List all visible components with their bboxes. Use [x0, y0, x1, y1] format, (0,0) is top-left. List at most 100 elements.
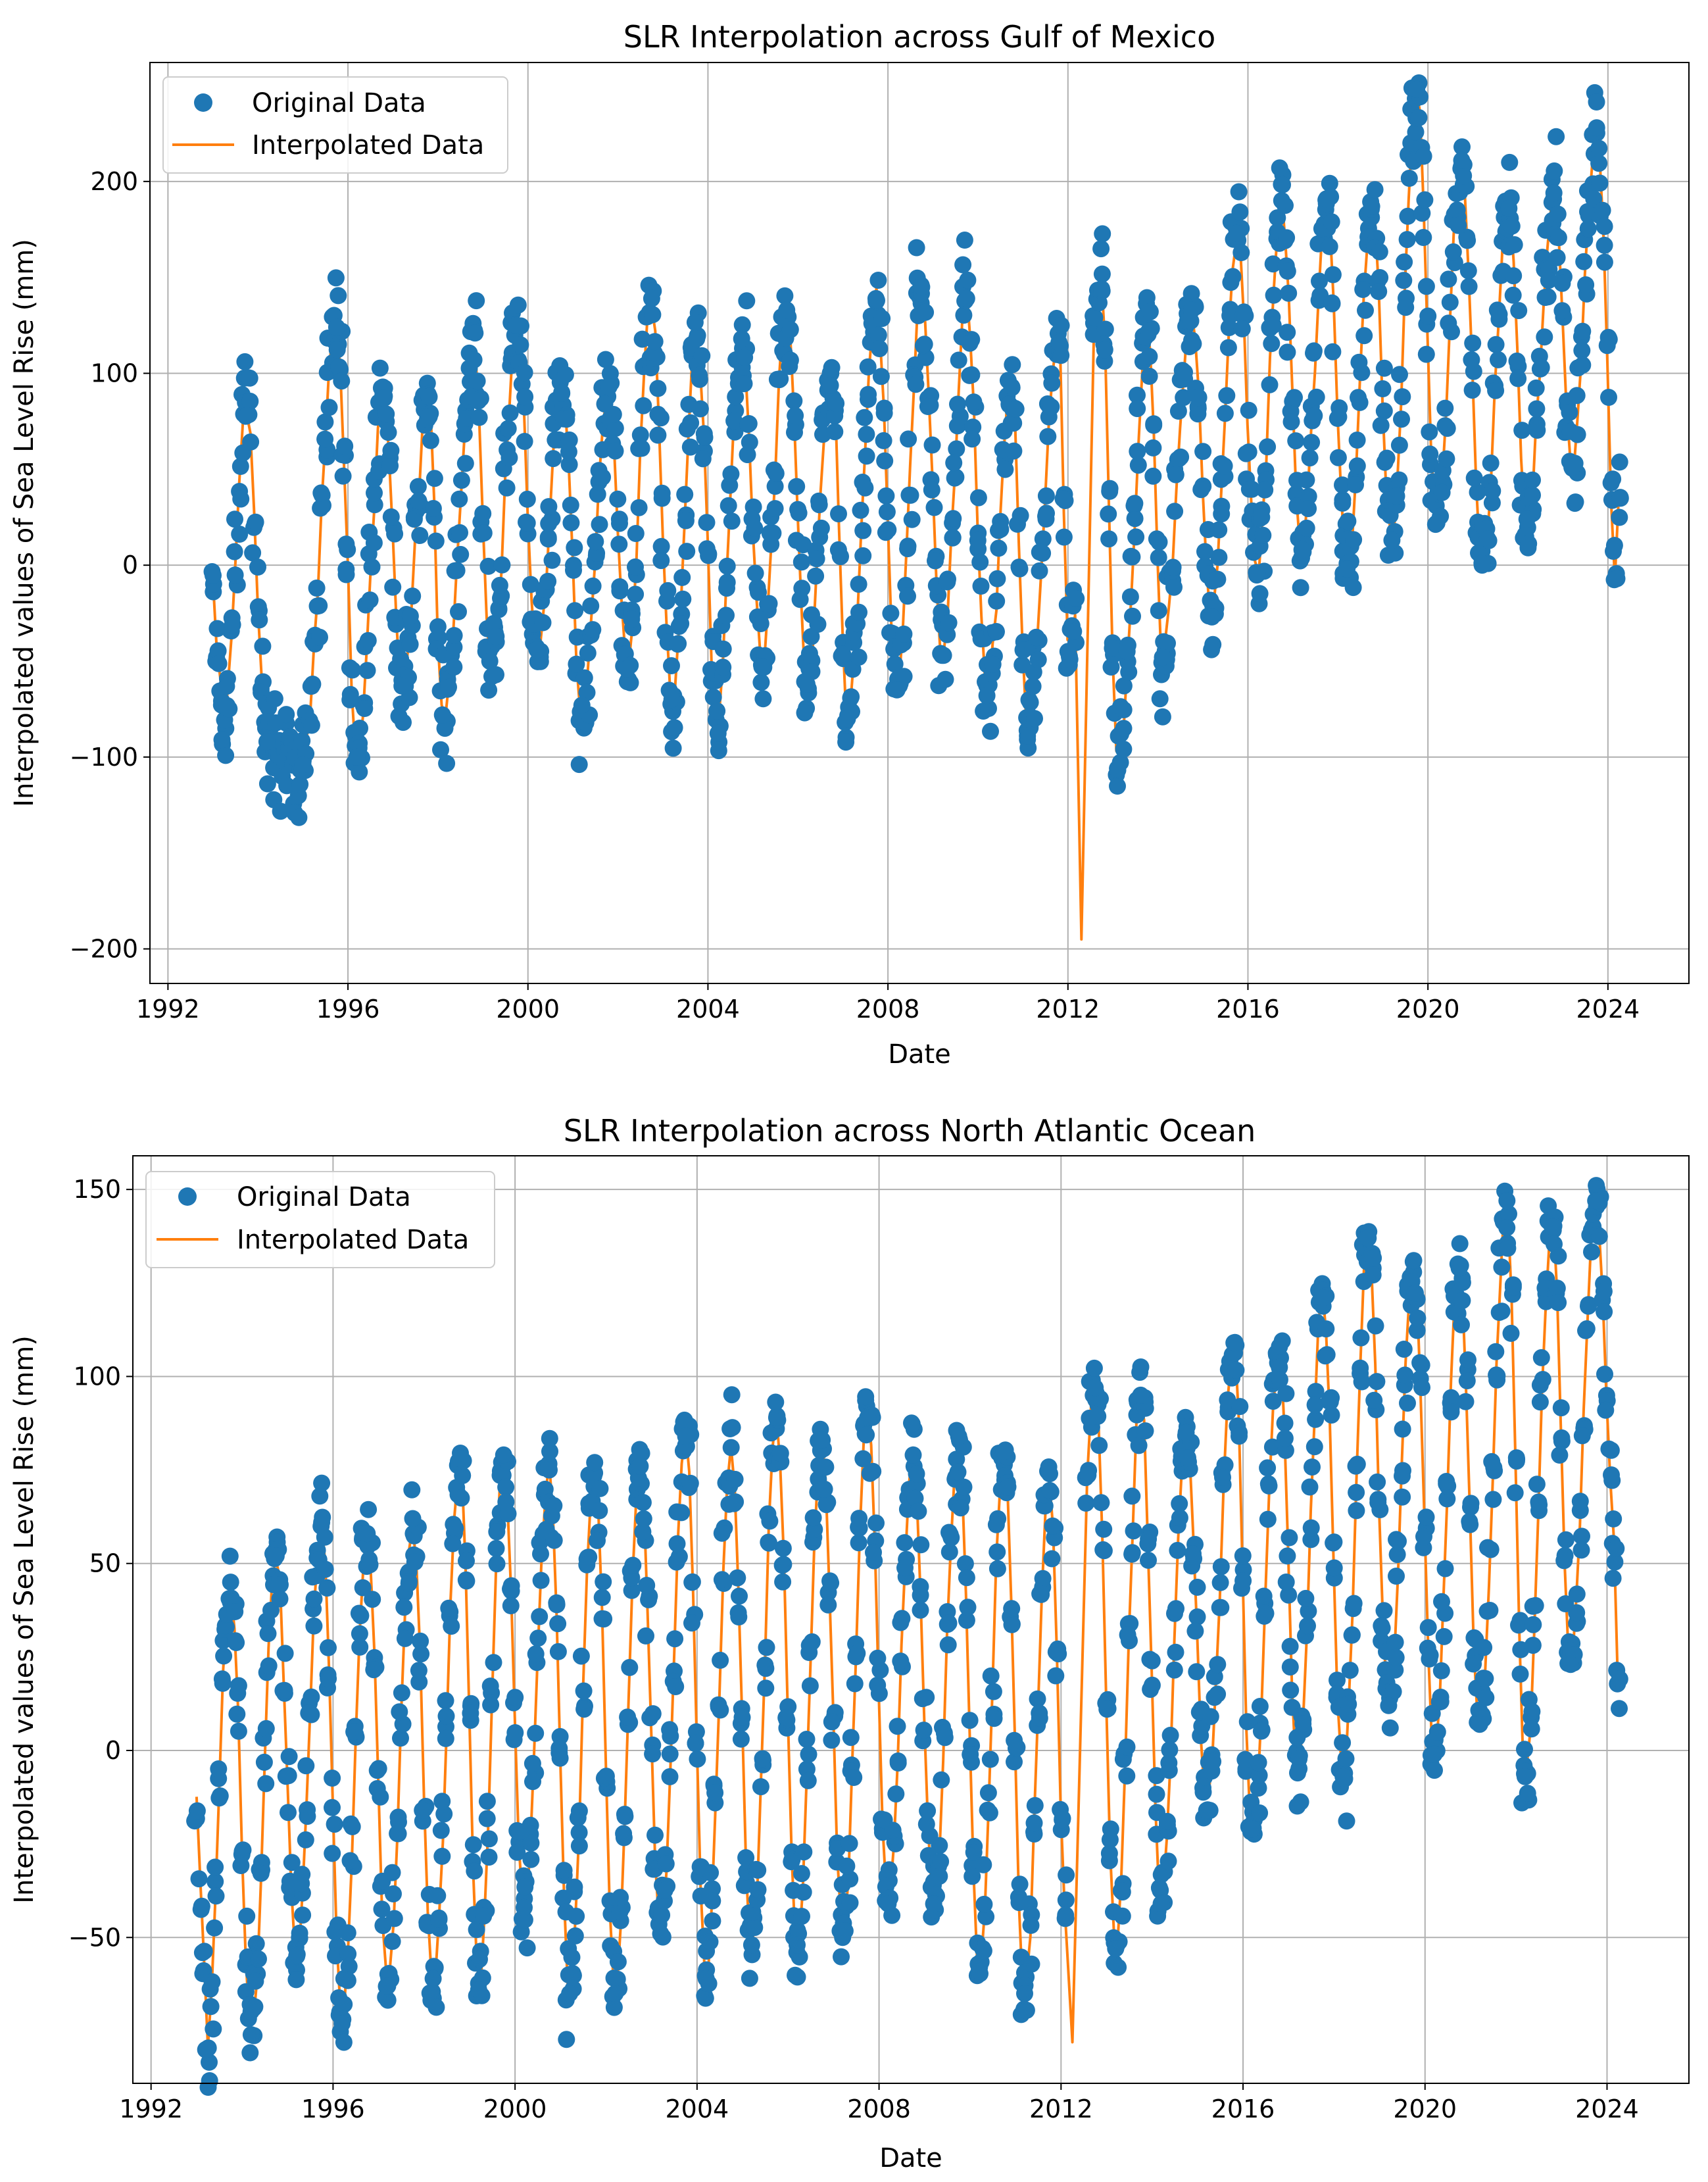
original-data-point	[536, 1480, 554, 1498]
original-data-point	[524, 1773, 541, 1791]
original-data-point	[381, 457, 399, 475]
original-data-point	[1287, 432, 1305, 450]
original-data-point	[1140, 1551, 1157, 1569]
original-data-point	[1503, 217, 1521, 235]
original-data-point	[708, 702, 726, 720]
original-data-point	[1487, 1343, 1505, 1360]
original-data-point	[1299, 1617, 1316, 1635]
original-data-point	[516, 1878, 534, 1896]
original-data-point	[1348, 457, 1366, 475]
original-data-point	[752, 1778, 769, 1796]
original-data-point	[1307, 388, 1325, 406]
original-data-point	[437, 1692, 454, 1710]
original-data-point	[1209, 570, 1227, 588]
original-data-point	[1421, 1647, 1439, 1664]
original-data-point	[1359, 1229, 1377, 1247]
original-data-point	[1043, 374, 1061, 392]
original-data-point	[1023, 1955, 1040, 1973]
original-data-point	[1016, 1985, 1033, 2002]
original-data-point	[1307, 1383, 1325, 1401]
original-data-point	[1469, 484, 1486, 501]
original-data-point	[205, 566, 222, 584]
original-data-point	[1318, 190, 1336, 208]
original-data-point	[859, 1409, 877, 1426]
original-data-point	[1574, 322, 1592, 340]
original-data-point	[1408, 80, 1426, 98]
original-data-point	[895, 625, 913, 643]
original-data-point	[351, 763, 368, 781]
original-data-point	[226, 566, 244, 584]
x-axis-label: Date	[879, 2143, 942, 2173]
original-data-point	[609, 1953, 627, 1971]
original-data-point	[1279, 262, 1296, 280]
original-data-point	[1276, 1414, 1294, 1432]
original-data-point	[808, 550, 825, 568]
original-data-point	[324, 1845, 341, 1862]
original-data-point	[314, 497, 331, 514]
original-data-point	[518, 1939, 536, 1957]
original-data-point	[1523, 1720, 1540, 1738]
original-data-point	[1264, 316, 1282, 334]
original-data-point	[333, 372, 351, 390]
original-data-point	[1549, 229, 1567, 247]
x-tick-label: 2004	[665, 2095, 729, 2123]
original-data-point	[1037, 487, 1055, 505]
original-data-point	[1407, 1284, 1424, 1302]
original-data-point	[937, 670, 954, 688]
original-data-point	[1318, 1346, 1336, 1364]
original-data-point	[1161, 1741, 1179, 1758]
original-data-point	[575, 1700, 593, 1718]
original-data-point	[213, 731, 231, 749]
original-data-point	[683, 1574, 701, 1591]
original-data-point	[231, 526, 249, 543]
original-data-point	[1371, 269, 1389, 286]
original-data-point	[969, 489, 987, 507]
original-data-point	[800, 1745, 817, 1763]
original-data-point	[1026, 710, 1043, 728]
original-data-point	[401, 635, 419, 653]
original-data-point	[949, 1463, 967, 1481]
original-data-point	[1129, 386, 1146, 404]
original-data-point	[799, 1772, 817, 1789]
original-data-point	[1277, 1441, 1294, 1459]
original-data-point	[1251, 585, 1269, 603]
original-data-point	[528, 641, 546, 658]
original-data-point	[1525, 1616, 1542, 1633]
original-data-point	[1210, 549, 1228, 566]
original-data-point	[1231, 1427, 1248, 1445]
original-data-point	[1276, 1429, 1294, 1447]
original-data-point	[427, 532, 445, 550]
original-data-point	[910, 1502, 927, 1520]
original-data-point	[956, 232, 973, 249]
original-data-point	[1005, 442, 1023, 460]
original-data-point	[1453, 151, 1471, 169]
original-data-point	[1250, 1779, 1267, 1797]
original-data-point	[558, 2031, 575, 2048]
original-data-point	[527, 1724, 545, 1742]
original-data-point	[887, 1785, 905, 1803]
original-data-point	[378, 405, 395, 423]
original-data-point	[1450, 1259, 1468, 1277]
original-data-point	[1596, 253, 1613, 271]
original-data-point	[652, 552, 670, 570]
original-data-point	[1204, 635, 1222, 653]
original-data-point	[955, 307, 973, 324]
original-data-point	[1407, 123, 1425, 141]
original-data-point	[1408, 1322, 1426, 1339]
original-data-point	[532, 1572, 550, 1589]
original-data-point	[673, 568, 691, 586]
original-data-point	[652, 1925, 670, 1943]
original-data-point	[1524, 471, 1541, 489]
legend: Original Data Interpolated Data	[145, 1171, 495, 1268]
original-data-point	[927, 552, 944, 570]
original-data-point	[923, 481, 940, 499]
original-data-point	[713, 1571, 731, 1589]
original-data-point	[1410, 109, 1428, 126]
original-data-point	[328, 318, 345, 336]
original-data-point	[1003, 1616, 1021, 1633]
original-data-point	[1271, 1358, 1288, 1376]
original-data-point	[1453, 138, 1471, 156]
original-data-point	[224, 616, 241, 633]
original-data-point	[569, 1809, 587, 1827]
original-data-point	[1597, 1401, 1615, 1419]
